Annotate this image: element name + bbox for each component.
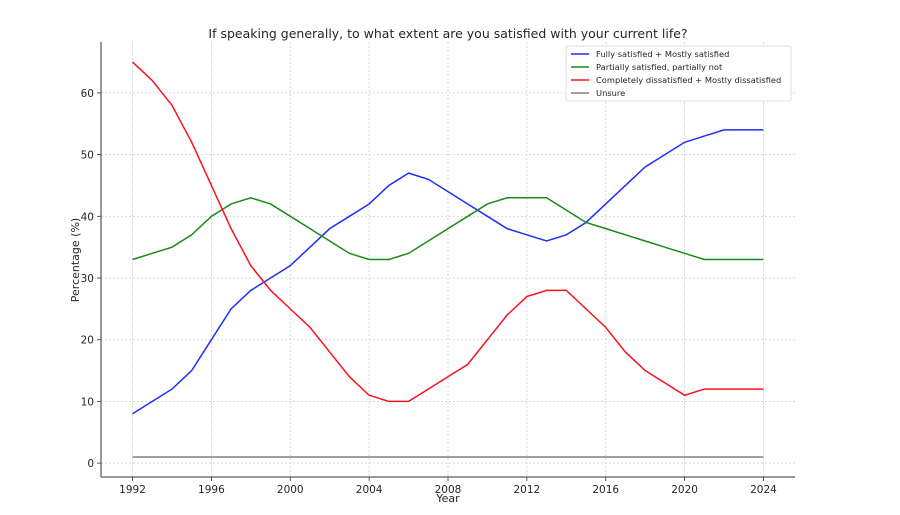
legend-label: Fully satisfied + Mostly satisfied [596,49,729,59]
x-axis-label: Year [435,492,460,505]
legend-label: Partially satisfied, partially not [596,62,723,72]
series-line-0 [132,129,764,415]
x-tick-label: 1992 [119,484,146,496]
x-tick-label: 2004 [356,484,383,496]
chart-title: If speaking generally, to what extent ar… [208,26,687,41]
series-lines [132,61,764,458]
y-tick-label: 10 [81,396,94,408]
series-line-1 [132,197,764,261]
legend: Fully satisfied + Mostly satisfied Partia… [565,45,792,102]
x-tick-label: 2024 [750,484,777,496]
y-axis-label: Percentage (%) [69,218,82,302]
x-tick-label: 2012 [513,484,540,496]
legend-label: Completely dissatisfied + Mostly dissati… [596,75,781,85]
y-tick-label: 20 [81,335,94,347]
y-tick-label: 40 [81,211,94,223]
y-tick-label: 50 [81,150,94,162]
x-tick-label: 2000 [277,484,304,496]
legend-label: Unsure [596,88,625,98]
grid [101,42,795,477]
y-tick-label: 60 [81,88,94,100]
x-tick-label: 2016 [592,484,619,496]
axes: 1992 1996 2000 2004 2008 2012 2016 2020 2024 0 10 2… [81,42,795,496]
y-tick-label: 0 [87,458,94,470]
x-tick-label: 1996 [198,484,225,496]
x-tick-label: 2020 [671,484,698,496]
legend-box [565,45,792,102]
x-tick-label: 2008 [435,484,462,496]
series-line-2 [132,61,764,403]
y-tick-label: 30 [81,273,94,285]
